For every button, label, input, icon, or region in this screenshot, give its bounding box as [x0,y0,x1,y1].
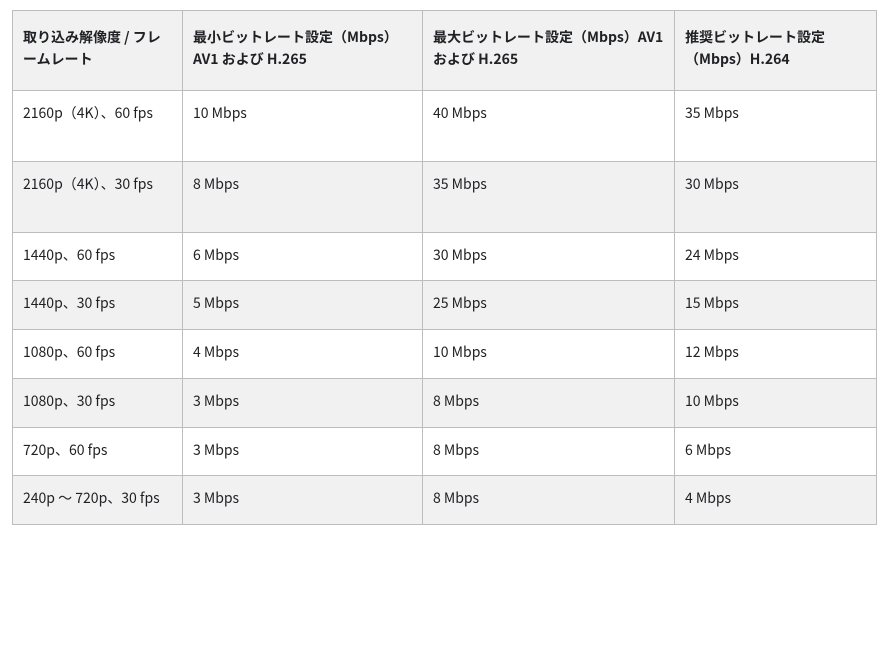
col-header-rec-bitrate: 推奨ビットレート設定（Mbps）H.264 [675,11,877,91]
table-cell: 1080p、30 fps [13,378,183,427]
table-head: 取り込み解像度 / フレームレート 最小ビットレート設定（Mbps）AV1 およ… [13,11,877,91]
col-header-max-bitrate: 最大ビットレート設定（Mbps）AV1 および H.265 [423,11,675,91]
table-cell: 40 Mbps [423,91,675,162]
table-cell: 8 Mbps [423,476,675,525]
table-cell: 2160p（4K）、30 fps [13,162,183,233]
table-cell: 4 Mbps [183,330,423,379]
table-cell: 12 Mbps [675,330,877,379]
table-cell: 240p ～ 720p、30 fps [13,476,183,525]
table-cell: 8 Mbps [183,162,423,233]
table-cell: 10 Mbps [423,330,675,379]
table-cell: 10 Mbps [183,91,423,162]
page-wrap: 取り込み解像度 / フレームレート 最小ビットレート設定（Mbps）AV1 およ… [0,0,888,535]
table-row: 1440p、30 fps5 Mbps25 Mbps15 Mbps [13,281,877,330]
table-body: 2160p（4K）、60 fps10 Mbps40 Mbps35 Mbps216… [13,91,877,525]
table-row: 1080p、30 fps3 Mbps8 Mbps10 Mbps [13,378,877,427]
table-row: 720p、60 fps3 Mbps8 Mbps6 Mbps [13,427,877,476]
table-cell: 35 Mbps [675,91,877,162]
table-cell: 30 Mbps [423,232,675,281]
table-cell: 25 Mbps [423,281,675,330]
table-cell: 8 Mbps [423,427,675,476]
table-cell: 4 Mbps [675,476,877,525]
table-cell: 1080p、60 fps [13,330,183,379]
table-cell: 1440p、60 fps [13,232,183,281]
col-header-resolution: 取り込み解像度 / フレームレート [13,11,183,91]
table-header-row: 取り込み解像度 / フレームレート 最小ビットレート設定（Mbps）AV1 およ… [13,11,877,91]
table-row: 2160p（4K）、30 fps8 Mbps35 Mbps30 Mbps [13,162,877,233]
table-cell: 15 Mbps [675,281,877,330]
table-row: 2160p（4K）、60 fps10 Mbps40 Mbps35 Mbps [13,91,877,162]
table-row: 1440p、60 fps6 Mbps30 Mbps24 Mbps [13,232,877,281]
table-cell: 1440p、30 fps [13,281,183,330]
table-cell: 8 Mbps [423,378,675,427]
table-row: 1080p、60 fps4 Mbps10 Mbps12 Mbps [13,330,877,379]
table-cell: 10 Mbps [675,378,877,427]
table-cell: 5 Mbps [183,281,423,330]
bitrate-table: 取り込み解像度 / フレームレート 最小ビットレート設定（Mbps）AV1 およ… [12,10,877,525]
table-cell: 35 Mbps [423,162,675,233]
table-cell: 24 Mbps [675,232,877,281]
table-cell: 2160p（4K）、60 fps [13,91,183,162]
table-cell: 3 Mbps [183,476,423,525]
table-cell: 30 Mbps [675,162,877,233]
table-row: 240p ～ 720p、30 fps3 Mbps8 Mbps4 Mbps [13,476,877,525]
table-cell: 3 Mbps [183,378,423,427]
table-cell: 6 Mbps [183,232,423,281]
table-cell: 3 Mbps [183,427,423,476]
table-cell: 720p、60 fps [13,427,183,476]
table-cell: 6 Mbps [675,427,877,476]
col-header-min-bitrate: 最小ビットレート設定（Mbps）AV1 および H.265 [183,11,423,91]
